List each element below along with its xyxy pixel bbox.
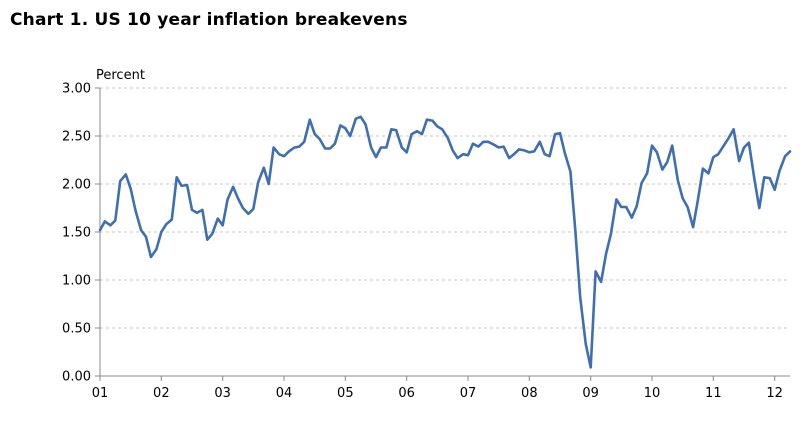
- x-tick-label: 06: [398, 386, 415, 401]
- y-tick-label: 1.00: [62, 274, 91, 289]
- y-tick-label: 2.00: [62, 178, 91, 193]
- y-tick-label: 1.50: [62, 226, 91, 241]
- x-tick-label: 02: [153, 386, 170, 401]
- y-tick-label: 3.00: [62, 82, 91, 97]
- y-tick-label: 0.50: [62, 322, 91, 337]
- y-tick-label: 0.00: [62, 370, 91, 385]
- x-tick-label: 07: [460, 386, 477, 401]
- gridlines: [100, 87, 790, 329]
- x-tick-label: 03: [214, 386, 231, 401]
- x-tick-label: 09: [582, 386, 599, 401]
- x-tick-label: 11: [705, 386, 722, 401]
- y-tick-labels: 0.00 0.50 1.00 1.50 2.00 2.50 3.00: [62, 82, 100, 385]
- x-tick-label: 04: [276, 386, 293, 401]
- chart-title: Chart 1. US 10 year inflation breakevens: [10, 10, 408, 30]
- y-tick-label: 2.50: [62, 130, 91, 145]
- x-tick-labels: 01 02 03 04 05 06 07 08 09 10 11 12: [92, 376, 783, 401]
- y-axis-unit-label: Percent: [96, 68, 145, 83]
- x-tick-label: 01: [92, 386, 109, 401]
- x-tick-label: 12: [766, 386, 783, 401]
- breakeven-series-line: [98, 115, 792, 369]
- x-tick-label: 05: [337, 386, 354, 401]
- x-tick-label: 08: [521, 386, 538, 401]
- x-tick-label: 10: [644, 386, 661, 401]
